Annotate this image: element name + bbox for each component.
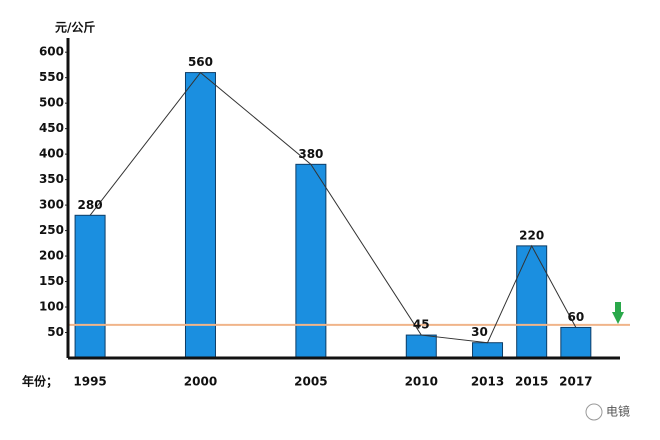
y-tick-label: 100	[39, 300, 64, 314]
y-tick-label: 550	[39, 70, 64, 84]
x-tick-label: 2017	[559, 375, 592, 389]
y-tick-label: 150	[39, 274, 64, 288]
watermark-icon	[585, 403, 603, 421]
value-label: 60	[567, 310, 584, 324]
y-tick-label: 350	[39, 172, 64, 186]
x-tick-label: 1995	[73, 375, 106, 389]
arrow-head	[612, 312, 624, 324]
bar	[74, 214, 106, 359]
bar	[516, 245, 548, 359]
y-axis-label: 元/公斤	[55, 20, 95, 35]
y-tick-label: 300	[39, 198, 64, 212]
arrow-shaft	[615, 302, 621, 313]
value-label: 220	[519, 228, 544, 242]
value-label: 45	[413, 318, 430, 332]
y-tick-label: 450	[39, 121, 64, 135]
x-tick-label: 2000	[184, 375, 217, 389]
y-tick-label: 600	[39, 45, 64, 59]
x-tick-label: 2010	[405, 375, 438, 389]
x-axis-label: 年份；	[22, 374, 58, 389]
value-label: 560	[188, 55, 213, 69]
bar	[560, 326, 592, 359]
bar	[295, 163, 327, 359]
trend-line	[89, 71, 577, 344]
value-label: 380	[298, 147, 323, 161]
bar	[405, 334, 437, 359]
y-tick-label: 200	[39, 249, 64, 263]
x-tick-label: 2015	[515, 375, 548, 389]
bar	[184, 72, 216, 359]
watermark: 电镜	[606, 404, 630, 419]
y-tick-label: 50	[47, 325, 64, 339]
bar	[472, 342, 504, 359]
y-tick-label: 500	[39, 96, 64, 110]
y-tick-label: 400	[39, 147, 64, 161]
x-tick-label: 2013	[471, 375, 504, 389]
value-label: 30	[471, 325, 488, 339]
y-tick-label: 250	[39, 223, 64, 237]
x-tick-label: 2005	[294, 375, 327, 389]
value-label: 280	[78, 198, 103, 212]
